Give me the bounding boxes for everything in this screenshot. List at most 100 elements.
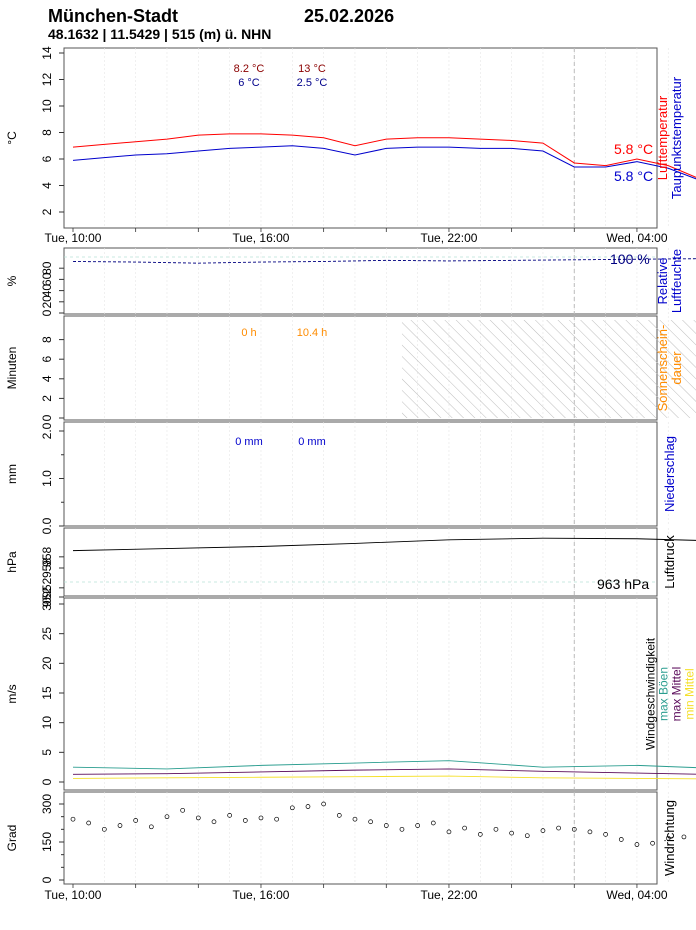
precipitation-ylabel: mm bbox=[5, 464, 19, 484]
wind-ylabel: m/s bbox=[5, 684, 19, 703]
temperature-ylabel: °C bbox=[5, 131, 19, 145]
sunshine-legend-entry: Sonnenschein- bbox=[655, 325, 670, 412]
precipitation-legend: Niederschlag bbox=[662, 436, 677, 512]
wind-legend-entry: max Böen bbox=[657, 667, 671, 721]
wind-ytick-label: 0 bbox=[40, 778, 54, 785]
direction-point bbox=[509, 830, 514, 836]
max-boeen-line bbox=[72, 760, 696, 770]
direction-point bbox=[571, 826, 577, 832]
direction-point bbox=[274, 816, 279, 822]
pressure-legend-entry: Luftdruck bbox=[662, 535, 677, 589]
wind-legend-entry: Windgeschwindigkeit bbox=[644, 637, 658, 750]
direction-point bbox=[493, 826, 499, 832]
wind-ytick-label: 10 bbox=[40, 716, 54, 730]
direction-point bbox=[665, 835, 671, 841]
top-x-axis: Tue, 10:00 Tue, 16:00 Tue, 22:00 Wed, 04:00… bbox=[45, 228, 668, 245]
pressure-ytick-label: 952 bbox=[40, 578, 54, 598]
direction-point bbox=[258, 815, 264, 821]
direction-point bbox=[681, 834, 687, 840]
wind-ytick-label: 5 bbox=[40, 749, 54, 756]
sunshine-ylabel: Minuten bbox=[5, 347, 19, 390]
direction-point bbox=[477, 832, 483, 837]
direction-point bbox=[556, 825, 561, 831]
humidity-line bbox=[72, 258, 696, 264]
pressure-line bbox=[72, 537, 696, 552]
wind-legend-entry: max Mittel bbox=[670, 667, 684, 722]
max-mittel-line bbox=[72, 768, 696, 775]
precipitation-ytick-label: 1.0 bbox=[40, 470, 54, 487]
sunshine-panel: 0 2 4 6 8 Minuten 0 h 10.4 h bbox=[5, 315, 696, 421]
direction-point bbox=[70, 816, 76, 822]
humidity-plot-area bbox=[63, 247, 658, 315]
humidity-ytick-label: 40 bbox=[40, 284, 54, 298]
direction-point bbox=[336, 813, 342, 818]
wind-legend-entry: min Mittel bbox=[683, 668, 696, 719]
direction-point bbox=[195, 815, 201, 821]
dew-min-max-annotation: 2.5 °C bbox=[297, 77, 328, 89]
sunshine-ytick-label: 2 bbox=[40, 395, 54, 402]
precipitation-annotation: 0 mm bbox=[298, 436, 326, 448]
direction-point bbox=[164, 814, 170, 820]
temperature-plot-area bbox=[63, 47, 658, 229]
sunshine-ytick-label: 6 bbox=[40, 356, 54, 363]
direction-point bbox=[587, 829, 593, 835]
x-tick-label: Tue, 16:00 bbox=[233, 231, 290, 245]
night-hatch bbox=[401, 320, 696, 418]
sunshine-legend: Sonnenschein-dauer bbox=[655, 325, 684, 412]
direction-legend: Windrichtung bbox=[662, 800, 677, 876]
humidity-ytick-label: 80 bbox=[40, 261, 54, 275]
direction-point bbox=[650, 840, 655, 846]
dew-min-max-annotation: 6 °C bbox=[238, 77, 260, 89]
pressure-ytick-label: 958 bbox=[40, 547, 54, 567]
direction-point bbox=[462, 825, 467, 831]
wind-plot-area bbox=[63, 597, 658, 791]
temperature-ytick-label: 12 bbox=[40, 73, 54, 87]
direction-point bbox=[86, 820, 92, 826]
bottom-x-axis: Tue, 10:00 Tue, 16:00 Tue, 22:00 Wed, 04:00… bbox=[45, 884, 668, 902]
temp-min-max-annotation: 13 °C bbox=[298, 63, 326, 75]
direction-point bbox=[634, 842, 640, 847]
direction-panel: 0 150 300 Grad bbox=[5, 791, 687, 885]
direction-ytick-label: 300 bbox=[40, 794, 54, 814]
direction-points bbox=[70, 801, 687, 847]
wind-legend: Windgeschwindigkeit max Böen max Mittel min… bbox=[644, 637, 696, 750]
temperature-ytick-label: 4 bbox=[40, 182, 54, 189]
wind-ytick-label: 25 bbox=[40, 627, 54, 641]
station-coordinates: 48.1632 | 11.5429 | 515 (m) ü. NHN bbox=[48, 26, 272, 42]
direction-point bbox=[540, 828, 546, 833]
x-tick-label: Wed, 04:00 bbox=[606, 888, 667, 902]
pressure-legend: Luftdruck bbox=[662, 535, 677, 589]
direction-point bbox=[227, 813, 232, 818]
temperature-ytick-label: 14 bbox=[40, 46, 54, 60]
sunshine-ytick-label: 0 bbox=[40, 414, 54, 421]
station-title: München-Stadt bbox=[48, 6, 178, 26]
current-temperature-label: 5.8 °C bbox=[614, 141, 653, 157]
min-mittel-line bbox=[72, 775, 696, 780]
direction-plot-area bbox=[63, 791, 658, 885]
sunshine-annotation: 0 h bbox=[241, 327, 256, 339]
direction-ylabel: Grad bbox=[5, 825, 19, 852]
temperature-ytick-label: 6 bbox=[40, 155, 54, 162]
pressure-plot-area bbox=[63, 527, 658, 597]
humidity-legend-entry: Luftfeuchte bbox=[669, 249, 684, 313]
direction-legend-entry: Windrichtung bbox=[662, 800, 677, 876]
humidity-legend: Relative Luftfeuchte bbox=[655, 249, 684, 313]
direction-point bbox=[305, 804, 311, 809]
direction-point bbox=[383, 823, 389, 828]
x-tick-label: Tue, 16:00 bbox=[233, 888, 290, 902]
direction-point bbox=[117, 823, 123, 828]
precipitation-annotation: 0 mm bbox=[235, 436, 263, 448]
sunshine-annotation: 10.4 h bbox=[297, 327, 328, 339]
wind-panel: 0 5 10 15 20 25 30 m/s bbox=[5, 597, 696, 791]
wind-ytick-label: 20 bbox=[40, 656, 54, 670]
direction-point bbox=[446, 829, 452, 835]
direction-point bbox=[321, 801, 326, 807]
direction-point bbox=[352, 816, 358, 822]
temperature-legend-entry: Lufttemperatur bbox=[655, 95, 670, 180]
precipitation-ytick-label: 0.0 bbox=[40, 517, 54, 534]
x-tick-label: Tue, 22:00 bbox=[420, 231, 477, 245]
direction-ytick-label: 0 bbox=[40, 876, 54, 883]
current-humidity-label: 100 % bbox=[610, 251, 650, 267]
